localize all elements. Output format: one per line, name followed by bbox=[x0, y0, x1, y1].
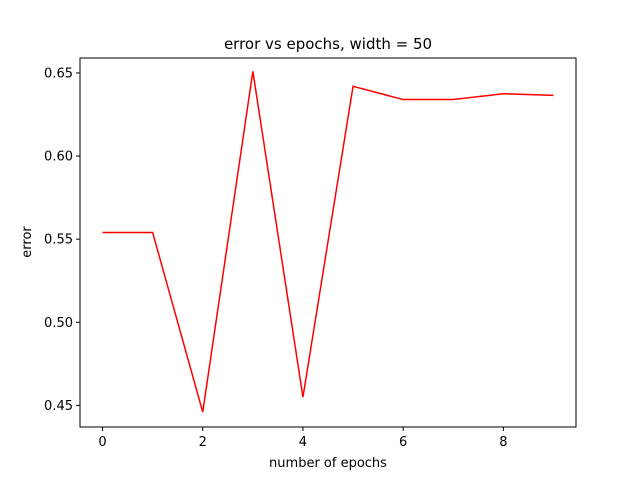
y-tick-label: 0.60 bbox=[44, 150, 73, 165]
y-tick-label: 0.65 bbox=[44, 66, 73, 81]
x-tick-label: 0 bbox=[98, 435, 106, 450]
x-tick-label: 4 bbox=[299, 435, 307, 450]
y-tick-label: 0.45 bbox=[44, 399, 73, 414]
series-line bbox=[102, 71, 554, 413]
y-axis-label: error bbox=[20, 226, 35, 258]
y-tick-label: 0.55 bbox=[44, 233, 73, 248]
y-axis: 0.45 0.50 0.55 0.60 0.65 bbox=[44, 66, 80, 414]
plot-area bbox=[79, 57, 577, 428]
x-tick-label: 6 bbox=[399, 435, 407, 450]
x-tick-label: 8 bbox=[499, 435, 507, 450]
y-tick-label: 0.50 bbox=[44, 316, 73, 331]
x-axis: 0 2 4 6 8 bbox=[98, 427, 507, 450]
x-tick-label: 2 bbox=[199, 435, 207, 450]
x-axis-label: number of epochs bbox=[269, 456, 387, 471]
chart-title: error vs epochs, width = 50 bbox=[224, 35, 432, 53]
